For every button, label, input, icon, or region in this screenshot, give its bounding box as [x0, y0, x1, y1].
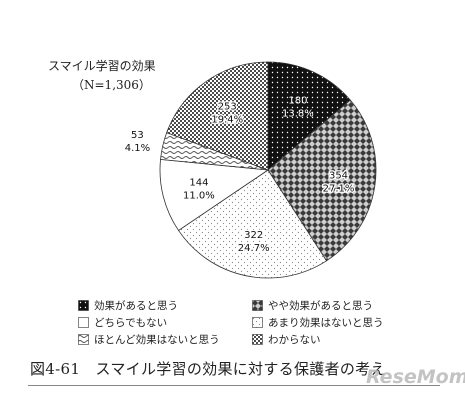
- legend-label: どちらでもない: [94, 317, 168, 329]
- pie-slice: [177, 169, 328, 279]
- pie-chart: 180 13.8% 354 27.1% 322 24.7% 144 11.0% 53 4.1% 25…: [125, 61, 377, 279]
- legend-swatch: [78, 317, 89, 328]
- legend-label: あまり効果はないと思う: [268, 317, 384, 329]
- legend-label: やや効果があると思う: [268, 300, 373, 312]
- legend-swatch: [252, 334, 263, 345]
- chart-subtitle: （N=1,306）: [72, 78, 151, 92]
- chart-title: スマイル学習の効果: [48, 59, 156, 73]
- legend-swatch: [78, 334, 89, 345]
- slice-value-label: 180: [288, 95, 307, 106]
- slice-percent-label: 13.8%: [282, 108, 314, 119]
- pie-slice: [267, 99, 377, 262]
- figure-caption: 図4-61 スマイル学習の効果に対する保護者の考え: [30, 360, 386, 378]
- slice-percent-label: 4.1%: [125, 143, 150, 154]
- legend-item: あまり効果はないと思う: [252, 315, 438, 330]
- slice-percent-label: 19.4%: [211, 115, 243, 126]
- legend-item: わからない: [252, 332, 438, 347]
- slice-value-label: 253: [218, 102, 237, 113]
- slice-percent-label: 27.1%: [323, 183, 355, 194]
- pie-slice: [166, 61, 269, 171]
- legend-item: どちらでもない: [78, 315, 252, 330]
- slice-percent-label: 11.0%: [183, 190, 215, 201]
- slice-value-label: 144: [189, 177, 208, 188]
- legend-item: 効果があると思う: [78, 298, 252, 313]
- legend-item: やや効果があると思う: [252, 298, 438, 313]
- pie-slice: [159, 158, 270, 232]
- slice-value-label: 322: [244, 230, 263, 241]
- watermark-logo: ReseMom: [366, 366, 465, 388]
- legend-label: わからない: [268, 334, 321, 346]
- legend-label: 効果があると思う: [94, 300, 178, 312]
- legend-swatch: [252, 300, 263, 311]
- slice-value-label: 354: [329, 170, 348, 181]
- slice-percent-label: 24.7%: [238, 243, 270, 254]
- legend-swatch: [78, 300, 89, 311]
- caption-divider: [28, 385, 440, 386]
- legend: 効果があると思う やや効果があると思う どちらでもない あまり効果はないと思う …: [78, 298, 438, 347]
- slice-value-label: 53: [131, 130, 144, 141]
- legend-swatch: [252, 317, 263, 328]
- pie-slice: [267, 61, 351, 171]
- legend-item: ほとんど効果はないと思う: [78, 332, 252, 347]
- legend-label: ほとんど効果はないと思う: [94, 334, 220, 346]
